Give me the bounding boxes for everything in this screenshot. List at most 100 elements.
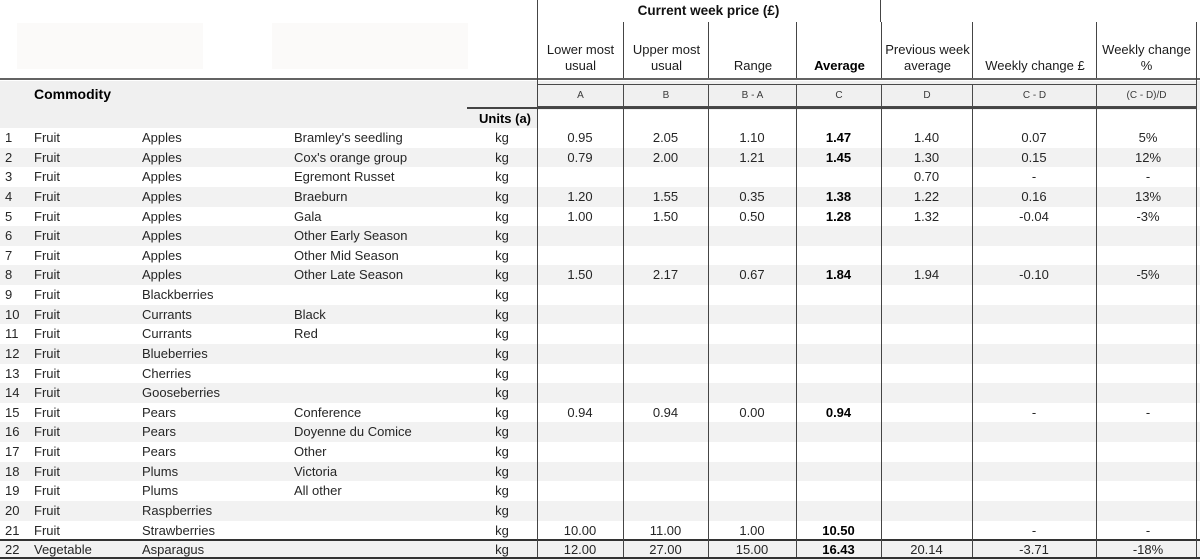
value-weekly-change-pct: -3%: [1136, 208, 1160, 224]
value-lower: 0.95: [567, 130, 593, 146]
table-row: 20 Fruit Raspberries kg: [0, 500, 1200, 521]
variety-cell: Doyenne du Comice: [294, 424, 412, 440]
variety-cell: Braeburn: [294, 188, 348, 204]
units-cell: kg: [495, 188, 509, 204]
gridline-vertical-right-edge: [1196, 22, 1197, 557]
units-top-rule: [467, 107, 1196, 109]
variety-cell: Other: [294, 444, 327, 460]
formula-cell: D: [881, 84, 973, 107]
commodity-cell: Blueberries: [142, 345, 208, 361]
units-cell: kg: [495, 424, 509, 440]
value-weekly-change-pct: 5%: [1138, 130, 1158, 146]
commodity-cell: Gooseberries: [142, 385, 221, 401]
gridline-vertical: [1096, 108, 1097, 557]
value-weekly-change-pct: -: [1145, 404, 1151, 420]
category-cell: Fruit: [34, 208, 60, 224]
row-number: 9: [5, 287, 13, 303]
value-lower: 0.94: [567, 404, 593, 420]
table-row: 19 Fruit Plums All other kg: [0, 481, 1200, 501]
variety-cell: Conference: [294, 404, 362, 420]
commodity-cell: Raspberries: [142, 502, 213, 518]
category-cell: Fruit: [34, 385, 60, 401]
formula-cell: B - A: [708, 84, 797, 107]
units-cell: kg: [495, 444, 509, 460]
commodity-cell: Plums: [142, 463, 179, 479]
value-range: 1.00: [739, 522, 765, 538]
commodity-cell: Apples: [142, 208, 182, 224]
category-cell: Fruit: [34, 522, 60, 538]
category-cell: Fruit: [34, 130, 60, 146]
column-header: Lower most usual: [537, 22, 624, 78]
value-average: 1.38: [825, 188, 852, 204]
variety-cell: Other Early Season: [294, 228, 408, 244]
value-range: 0.67: [739, 267, 765, 283]
table-row: 14 Fruit Gooseberries kg: [0, 383, 1200, 403]
category-cell: Fruit: [34, 267, 60, 283]
table-row: 2 Fruit Apples Cox's orange group kg 0.79 2.00…: [0, 147, 1200, 168]
gridline-vertical: [796, 108, 797, 557]
value-range: 1.21: [739, 149, 765, 165]
header-thick-rule: [0, 78, 1200, 80]
category-cell: Fruit: [34, 404, 60, 420]
gridline-vertical: [623, 108, 624, 557]
value-weekly-change: 0.16: [1021, 188, 1047, 204]
value-prev-week: 1.30: [913, 149, 940, 165]
value-weekly-change: -: [1031, 169, 1037, 185]
units-cell: kg: [495, 522, 509, 538]
units-cell: kg: [495, 404, 509, 420]
column-header: Weekly change £: [972, 22, 1097, 78]
variety-cell: Other Late Season: [294, 267, 404, 283]
variety-cell: Gala: [294, 208, 322, 224]
row-number: 20: [5, 502, 20, 518]
row-number: 6: [5, 228, 13, 244]
units-cell: kg: [495, 385, 509, 401]
value-prev-week: 1.40: [913, 130, 940, 146]
commodity-cell: Plums: [142, 483, 179, 499]
commodity-band: [0, 81, 1200, 110]
value-prev-week: 0.70: [913, 169, 940, 185]
units-cell: kg: [495, 483, 509, 499]
commodity-cell: Pears: [142, 424, 176, 440]
value-range: 0.35: [739, 188, 765, 204]
vegetable-section-rule: [0, 539, 1200, 541]
value-weekly-change: -0.04: [1019, 208, 1049, 224]
value-weekly-change: -0.10: [1019, 267, 1049, 283]
table-row: 11 Fruit Currants Red kg: [0, 324, 1200, 344]
category-cell: Fruit: [34, 228, 60, 244]
value-range: 0.50: [739, 208, 765, 224]
row-number: 18: [5, 463, 20, 479]
commodity-cell: Asparagus: [142, 542, 205, 558]
current-week-price-title: Current week price (£): [537, 0, 881, 22]
value-lower: 1.00: [567, 208, 593, 224]
column-header: Average: [796, 22, 882, 78]
table-row: 16 Fruit Pears Doyenne du Comice kg: [0, 422, 1200, 442]
column-header: Upper most usual: [623, 22, 709, 78]
value-lower: 10.00: [563, 522, 597, 538]
table-row: 5 Fruit Apples Gala kg 1.00 1.50 0.50 1.28 1.32 -0…: [0, 207, 1200, 227]
units-cell: kg: [495, 267, 509, 283]
value-prev-week: 20.14: [910, 542, 943, 558]
table-row: 3 Fruit Apples Egremont Russet kg 0.70 - -: [0, 167, 1200, 187]
value-weekly-change-pct: -: [1145, 169, 1151, 185]
variety-cell: Black: [294, 306, 326, 322]
table-row: 10 Fruit Currants Black kg: [0, 304, 1200, 325]
commodity-header: Commodity: [34, 86, 111, 102]
commodity-cell: Blackberries: [142, 287, 214, 303]
commodity-cell: Currants: [142, 306, 192, 322]
value-average: 1.84: [825, 267, 852, 283]
variety-cell: Red: [294, 326, 318, 342]
value-prev-week: 1.32: [913, 208, 940, 224]
value-weekly-change-pct: -18%: [1132, 542, 1164, 558]
value-weekly-change: 0.15: [1021, 149, 1047, 165]
table-row: 1 Fruit Apples Bramley's seedling kg 0.95 2.05…: [0, 128, 1200, 148]
value-upper: 1.50: [652, 208, 679, 224]
commodity-cell: Pears: [142, 444, 176, 460]
value-average: 1.45: [825, 149, 852, 165]
formula-cell: B: [623, 84, 709, 107]
value-upper: 2.17: [652, 267, 679, 283]
value-lower: 1.50: [567, 267, 593, 283]
units-cell: kg: [495, 365, 509, 381]
variety-cell: All other: [294, 483, 342, 499]
units-cell: kg: [495, 542, 509, 558]
